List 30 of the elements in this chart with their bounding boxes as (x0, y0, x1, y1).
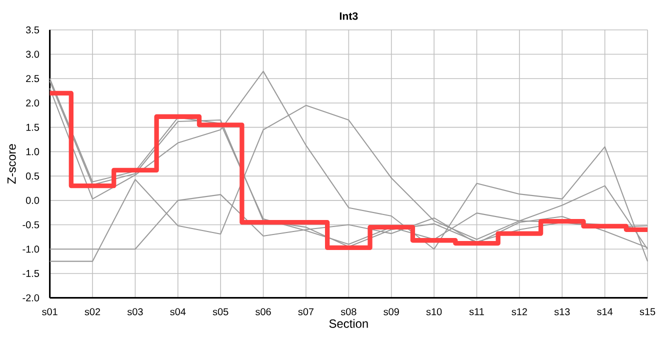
x-tick-label: s06 (256, 308, 271, 316)
x-tick-label: s01 (42, 308, 58, 316)
x-tick-label: s05 (212, 308, 228, 316)
x-tick-label: s04 (170, 308, 186, 316)
y-tick-label: 0.5 (26, 172, 40, 180)
y-tick-label: 0.0 (26, 197, 40, 204)
x-tick-label: s10 (426, 308, 442, 316)
x-tick-label: s13 (554, 308, 570, 316)
x-axis-title: Section (329, 319, 368, 328)
x-tick-label: s02 (84, 308, 100, 316)
x-tick-label: s11 (469, 308, 484, 316)
y-tick-label: 2.5 (26, 75, 40, 82)
x-tick-label: s15 (640, 308, 656, 316)
chart-title: Int3 (340, 12, 358, 20)
x-tick-label: s12 (512, 308, 527, 316)
y-tick-label: 2.0 (26, 100, 40, 107)
y-tick-label: 1.5 (26, 124, 40, 132)
y-tick-label: 3.0 (26, 50, 40, 58)
y-tick-label: -1.0 (22, 246, 40, 253)
x-tick-label: s08 (340, 308, 356, 316)
y-tick-label: -2.0 (22, 294, 40, 302)
x-tick-label: s14 (597, 308, 613, 316)
y-tick-label: 3.5 (26, 26, 40, 34)
y-axis-title: Z-score (7, 144, 16, 184)
y-tick-label: -1.5 (22, 270, 40, 278)
y-tick-label: 1.0 (26, 148, 40, 156)
y-tick-label: -0.5 (22, 221, 40, 228)
x-tick-label: s07 (298, 308, 314, 316)
x-tick-label: s03 (127, 308, 143, 316)
x-tick-label: s09 (384, 308, 399, 316)
